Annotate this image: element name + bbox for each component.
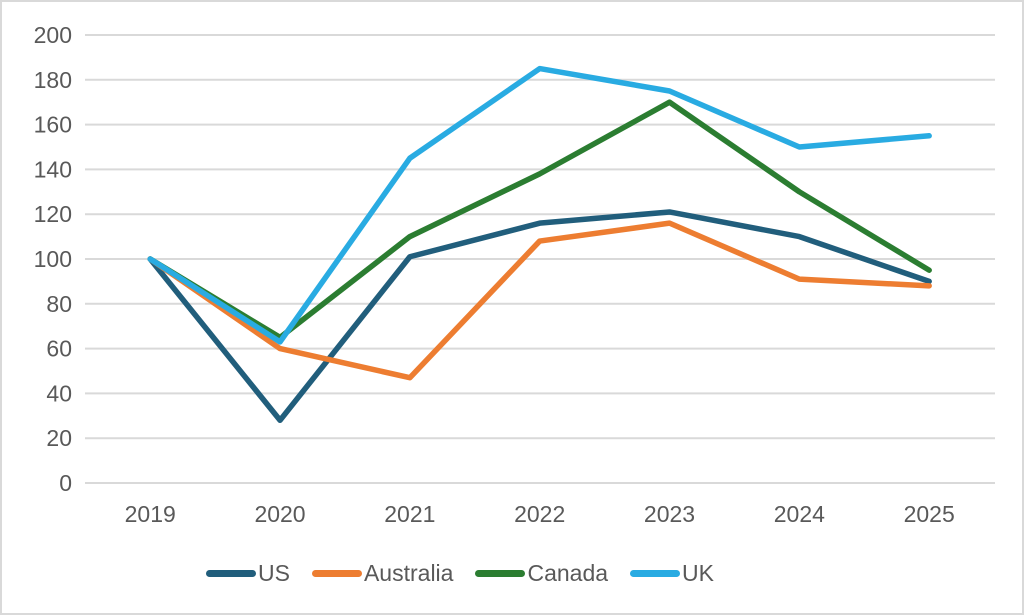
x-tick-label: 2024 [774, 501, 825, 527]
legend-swatch-canada [475, 570, 526, 577]
series-line-australia [147, 220, 932, 381]
legend-swatch-australia [311, 570, 362, 577]
x-tick-label: 2023 [644, 501, 695, 527]
chart-legend: US Australia Canada UK [2, 560, 970, 587]
legend-label: US [258, 560, 290, 586]
x-tick-label: 2021 [384, 501, 435, 527]
y-tick-label: 60 [46, 336, 72, 362]
legend-label: Australia [363, 560, 454, 586]
y-tick-label: 40 [46, 380, 72, 406]
legend-item-uk: UK [630, 560, 714, 587]
x-tick-label: 2025 [904, 501, 955, 527]
y-tick-label: 0 [59, 470, 72, 496]
y-tick-label: 180 [34, 67, 72, 93]
y-tick-label: 80 [46, 291, 72, 317]
y-tick-label: 120 [34, 201, 72, 227]
series-line-canada [147, 99, 932, 341]
legend-label: UK [682, 560, 714, 586]
y-tick-label: 20 [46, 425, 72, 451]
x-tick-label: 2019 [125, 501, 176, 527]
legend-item-australia: Australia [311, 560, 454, 587]
legend-swatch-uk [630, 570, 681, 577]
series-line-us [147, 209, 932, 424]
legend-swatch-us [206, 570, 257, 577]
y-tick-label: 200 [34, 22, 72, 48]
y-tick-label: 100 [34, 246, 72, 272]
y-tick-label: 160 [34, 112, 72, 138]
x-tick-label: 2020 [254, 501, 305, 527]
x-tick-label: 2022 [514, 501, 565, 527]
legend-label: Canada [527, 560, 609, 586]
legend-item-canada: Canada [475, 560, 608, 587]
series-line-uk [147, 65, 932, 345]
legend-item-us: US [206, 560, 290, 587]
y-tick-label: 140 [34, 156, 72, 182]
